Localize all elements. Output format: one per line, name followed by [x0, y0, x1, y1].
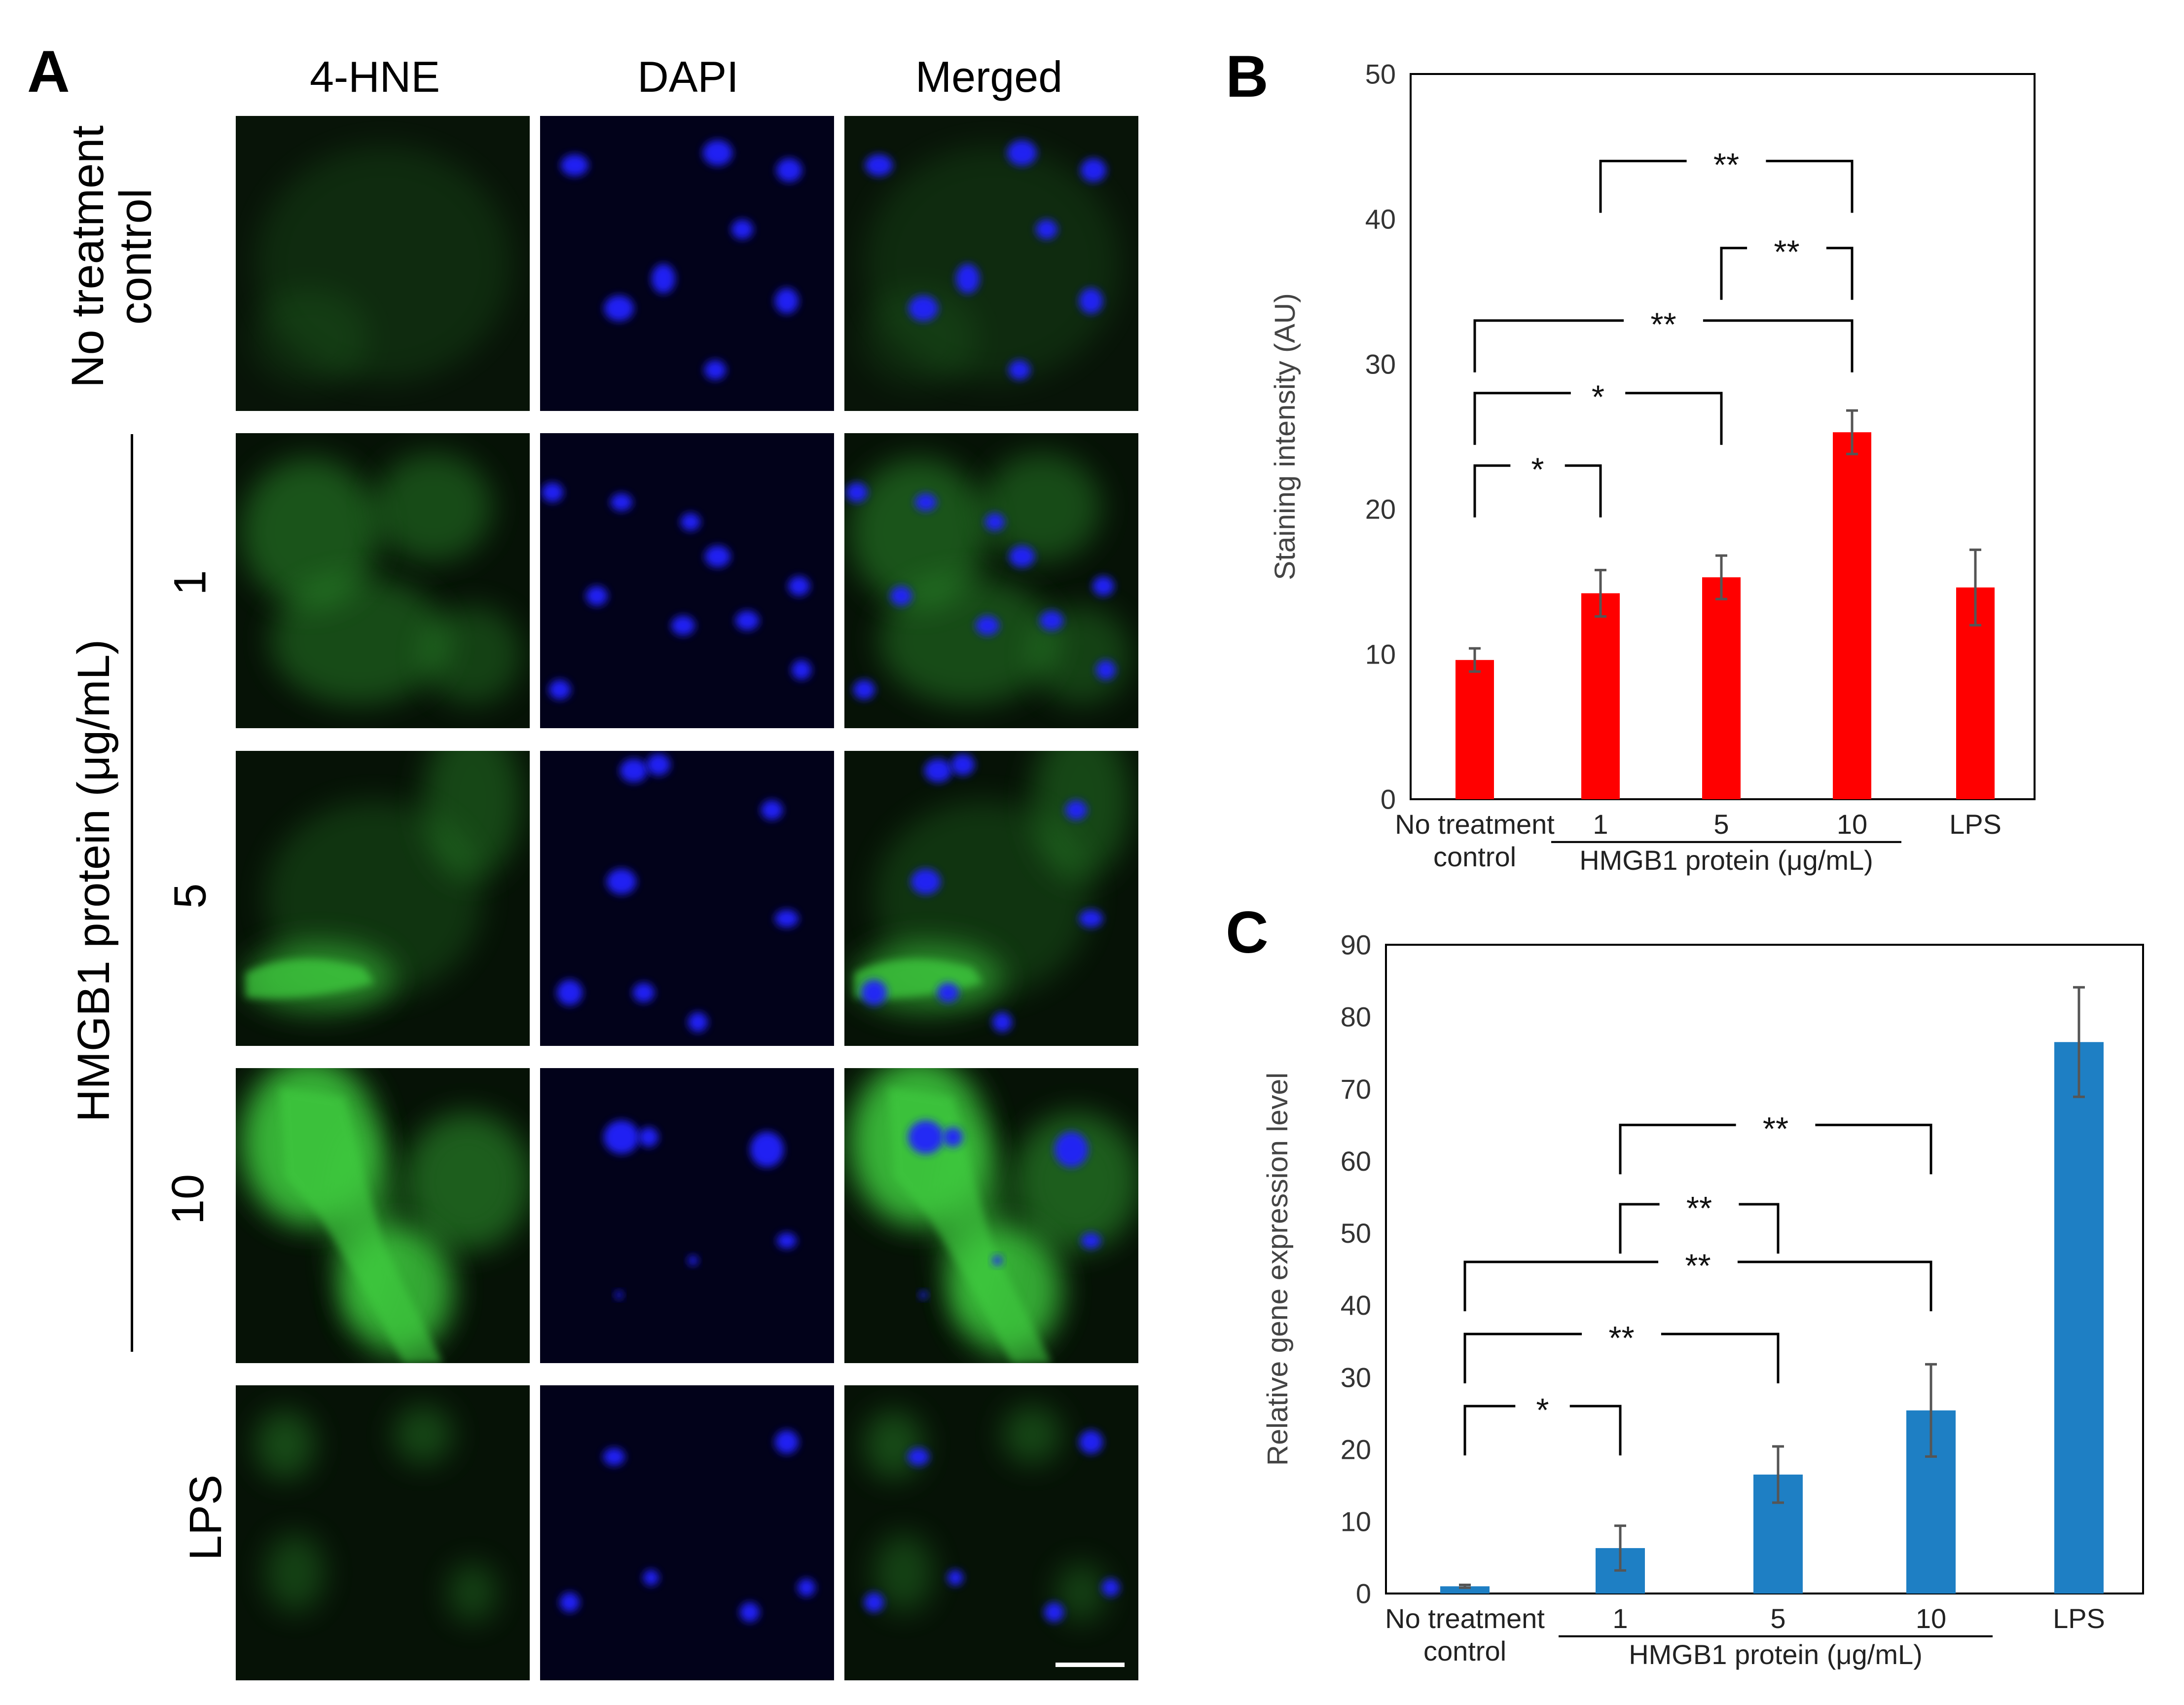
panel-b-xtick-3-0: 10 [1837, 809, 1867, 840]
panel-c-sig-1: ** [1463, 1320, 1780, 1383]
panel-c-ytick-4: 40 [1341, 1290, 1371, 1321]
panel-a-letter: A [27, 38, 70, 105]
panel-b-sig-label-1: * [1592, 379, 1604, 416]
micrograph-r3-c1 [540, 1068, 834, 1363]
panel-c-ytick-6: 60 [1341, 1146, 1371, 1177]
panel-c-ylabel: Relative gene expression level [1262, 1073, 1294, 1466]
panel-c-xtick-0-0: No treatment [1385, 1603, 1545, 1634]
panel-c-ytick-0: 0 [1356, 1578, 1371, 1609]
micrograph-r1-c1 [540, 433, 834, 728]
panel-c-xtick-4-0: LPS [2053, 1603, 2105, 1634]
micrograph-r4-c0 [236, 1385, 530, 1680]
panel-b-ylabel: Staining intensity (AU) [1269, 293, 1301, 580]
panel-c-ytick-1: 10 [1341, 1506, 1371, 1537]
panel-c-sig-label-2: ** [1685, 1248, 1711, 1285]
panel-b-ytick-0: 0 [1381, 784, 1396, 815]
panel-c-bar-4 [2054, 1042, 2104, 1594]
panel-b-ytick-5: 50 [1365, 59, 1396, 90]
micrograph-r2-c2 [844, 751, 1138, 1046]
panel-b-errorbar-2 [1715, 554, 1727, 600]
micrograph-r4-c2 [844, 1385, 1138, 1680]
scale-bar [1056, 1663, 1125, 1667]
panel-c-errorbar-1 [1614, 1524, 1626, 1572]
micrograph-r1-c0 [236, 433, 530, 728]
column-title-merged: Merged [915, 52, 1063, 101]
panel-b-sig-label-3: ** [1774, 234, 1799, 271]
micrograph-r0-c2 [844, 116, 1138, 411]
panel-b-errorbar-0 [1469, 647, 1481, 673]
column-title-dapi: DAPI [637, 52, 739, 101]
micrograph-r4-c1 [540, 1385, 834, 1680]
panel-c-sig-label-3: ** [1686, 1190, 1712, 1227]
panel-b-errorbar-4 [1969, 548, 1981, 627]
panel-b-ytick-2: 20 [1365, 494, 1396, 525]
panel-c-sig-label-1: ** [1608, 1320, 1634, 1357]
panel-b-xtick-0-1: control [1433, 841, 1516, 872]
panel-c-sig-label-4: ** [1763, 1111, 1788, 1148]
panel-c-errorbar-2 [1772, 1445, 1784, 1504]
panel-b-xtick-4-0: LPS [1949, 809, 2002, 840]
panel-b-sig-0: * [1473, 451, 1602, 518]
panel-c-sig-3: ** [1619, 1190, 1780, 1254]
panel-b-sig-label-4: ** [1713, 147, 1739, 184]
panel-c-xtick-1-0: 1 [1612, 1603, 1628, 1634]
panel-c-ytick-9: 90 [1341, 929, 1371, 961]
panel-b-xtick-1-0: 1 [1593, 809, 1608, 840]
panel-c-sig-4: ** [1619, 1111, 1932, 1175]
micrograph-r3-c0 [236, 1068, 530, 1363]
panel-c-ytick-2: 20 [1341, 1434, 1371, 1465]
panel-c-bar-0 [1440, 1586, 1490, 1594]
panel-c-xtick-2-0: 5 [1770, 1603, 1785, 1634]
micrograph-r2-c0 [236, 751, 530, 1046]
micrograph-r0-c0 [236, 116, 530, 411]
panel-b-errorbar-3 [1846, 409, 1858, 455]
panel-c-ytick-8: 80 [1341, 1001, 1371, 1033]
panel-b-sig-4: ** [1599, 147, 1854, 213]
panel-c-errorbar-0 [1459, 1583, 1471, 1589]
panel-c-sig-0: * [1463, 1392, 1622, 1456]
panel-c-sig-label-0: * [1536, 1392, 1549, 1429]
micrograph-r1-c2 [844, 433, 1138, 728]
panel-b-sig-label-2: ** [1650, 306, 1676, 343]
panel-b-group-label: HMGB1 protein (μg/mL) [1579, 845, 1873, 876]
panel-c-errorbar-4 [2073, 986, 2085, 1098]
panel-b-letter: B [1226, 43, 1269, 110]
group-bracket-line [131, 434, 133, 1352]
panel-b-ytick-4: 40 [1365, 204, 1396, 235]
panel-b-errorbar-1 [1595, 568, 1606, 618]
panel-b-sig-3: ** [1720, 234, 1854, 300]
panel-b-xtick-0-0: No treatment [1395, 809, 1555, 840]
panel-c-letter: C [1226, 899, 1269, 965]
panel-c-xtick-0-1: control [1423, 1635, 1506, 1667]
panel-c-xtick-3-0: 10 [1916, 1603, 1946, 1634]
panel-c-group-label: HMGB1 protein (μg/mL) [1629, 1639, 1923, 1670]
panel-b-sig-2: ** [1473, 306, 1854, 372]
micrograph-r0-c1 [540, 116, 834, 411]
panel-b-bar-0 [1456, 660, 1494, 799]
micrograph-r3-c2 [844, 1068, 1138, 1363]
panel-b-bar-3 [1833, 432, 1871, 799]
panel-c-ytick-3: 30 [1341, 1362, 1371, 1393]
panel-b-ytick-1: 10 [1365, 639, 1396, 670]
panel-c-ytick-5: 50 [1341, 1218, 1371, 1249]
micrograph-r2-c1 [540, 751, 834, 1046]
panel-b-ytick-3: 30 [1365, 349, 1396, 380]
panel-c-sig-2: ** [1463, 1248, 1932, 1311]
panel-b-bar-1 [1581, 593, 1620, 799]
panel-b-sig-1: * [1473, 379, 1723, 445]
panel-c-ytick-7: 70 [1341, 1074, 1371, 1105]
panel-c-errorbar-3 [1925, 1363, 1937, 1458]
panel-b-sig-label-0: * [1531, 451, 1544, 488]
panel-b-xtick-2-0: 5 [1713, 809, 1729, 840]
column-title-4hne: 4-HNE [309, 52, 440, 101]
panel-b-bar-2 [1702, 577, 1741, 799]
